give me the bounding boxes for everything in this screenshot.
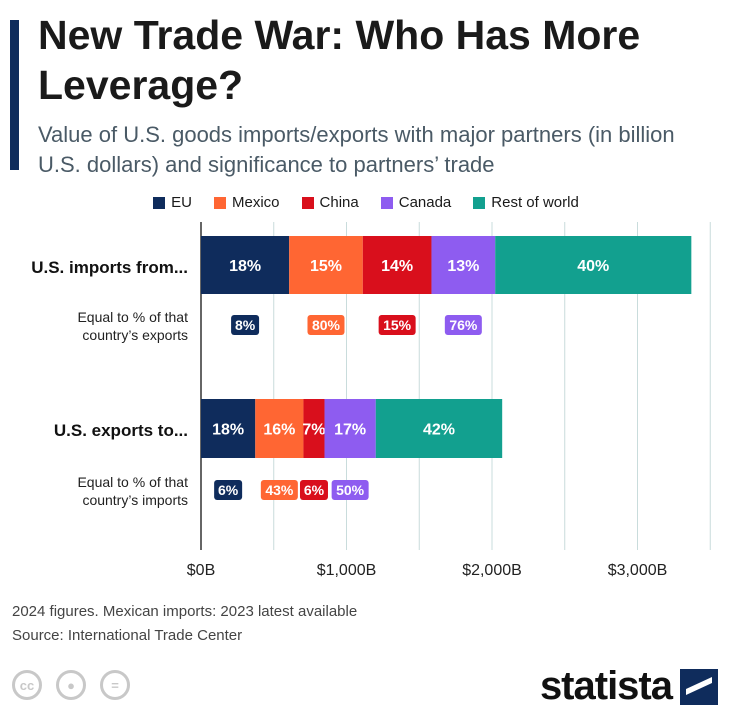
segment-label: 14% [381, 258, 413, 275]
legend-label: Rest of world [491, 194, 579, 211]
bar-segment [495, 236, 692, 294]
legend-label: China [319, 194, 359, 211]
license-icons: cc ● = [12, 670, 130, 700]
legend-item-china: China [301, 194, 359, 211]
bar-segment [362, 236, 432, 294]
segment-label: 15% [310, 258, 342, 275]
partner-share-label: 15% [383, 317, 412, 333]
bar-segment [255, 399, 304, 458]
partner-share-pill [378, 315, 416, 335]
row-label: U.S. imports from... [31, 258, 188, 277]
legend-item-mexico: Mexico [214, 194, 280, 211]
x-tick-label: $3,000B [608, 562, 668, 579]
sub-label-line: country’s exports [82, 327, 188, 343]
legend-item-eu: EU [153, 194, 192, 211]
legend-label: Canada [398, 194, 452, 211]
segment-label: 40% [577, 258, 609, 275]
bar-segment [431, 236, 496, 294]
chart-subtitle: Value of U.S. goods imports/exports with… [38, 122, 675, 177]
legend-swatch [153, 196, 166, 209]
partner-share-label: 50% [336, 482, 365, 498]
x-tick-label: $0B [187, 562, 215, 579]
legend-swatch [301, 196, 314, 209]
bar-segment [375, 399, 503, 458]
segment-label: 18% [212, 422, 244, 439]
brand-mark-icon [680, 668, 718, 705]
partner-share-pill [444, 315, 482, 335]
segment-label: 16% [263, 422, 295, 439]
stacked-bar-chart: $0B $1,000B $2,000B $3,000B U.S. imports fro… [31, 222, 711, 579]
segment-label: 42% [423, 422, 455, 439]
cc-icon[interactable]: cc [12, 670, 42, 700]
footnote: 2024 figures. Mexican imports: 2023 late… [12, 603, 358, 620]
bar-segment [201, 236, 290, 294]
legend-label: EU [171, 194, 193, 211]
partner-share-pill [307, 315, 345, 335]
legend-swatch [473, 196, 486, 209]
partner-share-label: 43% [265, 482, 294, 498]
source-note: Source: International Trade Center [12, 627, 243, 644]
legend-item-rest-of-world: Rest of world [473, 194, 579, 211]
x-tick-label: $1,000B [317, 562, 377, 579]
bar-segment [303, 399, 325, 458]
partner-share-pill [231, 315, 260, 335]
statista-logo[interactable]: statista [540, 664, 718, 709]
legend-item-canada: Canada [380, 194, 452, 211]
brand-name: statista [539, 664, 673, 708]
legend: EU Mexico China Canada Rest of world [0, 194, 732, 211]
no-derivatives-icon[interactable]: = [100, 670, 130, 700]
partner-share-label: 80% [312, 317, 341, 333]
partner-share-label: 76% [449, 317, 478, 333]
attribution-icon[interactable]: ● [56, 670, 86, 700]
x-tick-label: $2,000B [462, 562, 522, 579]
segment-label: 17% [334, 422, 366, 439]
partner-share-pill [331, 480, 369, 500]
segment-label: 7% [302, 422, 325, 439]
legend-swatch [380, 196, 393, 209]
sub-label-line: Equal to % of that [77, 309, 188, 325]
bar-segment [289, 236, 363, 294]
sub-label-line: country’s imports [82, 492, 188, 508]
partner-share-label: 6% [304, 482, 325, 498]
partner-share-label: 6% [218, 482, 239, 498]
partner-share-label: 8% [235, 317, 256, 333]
segment-label: 13% [447, 258, 479, 275]
legend-swatch [214, 196, 227, 209]
title-accent-bar [10, 20, 19, 170]
segment-label: 18% [229, 258, 261, 275]
partner-share-pill [260, 480, 298, 500]
legend-label: Mexico [232, 194, 280, 211]
bar-segment [201, 399, 256, 458]
partner-share-pill [299, 480, 328, 500]
chart-title: New Trade War: Who Has More Leverage? [38, 12, 641, 108]
row-label: U.S. exports to... [54, 421, 188, 440]
bar-segment [324, 399, 376, 458]
sub-label-line: Equal to % of that [77, 474, 188, 490]
partner-share-pill [214, 480, 243, 500]
